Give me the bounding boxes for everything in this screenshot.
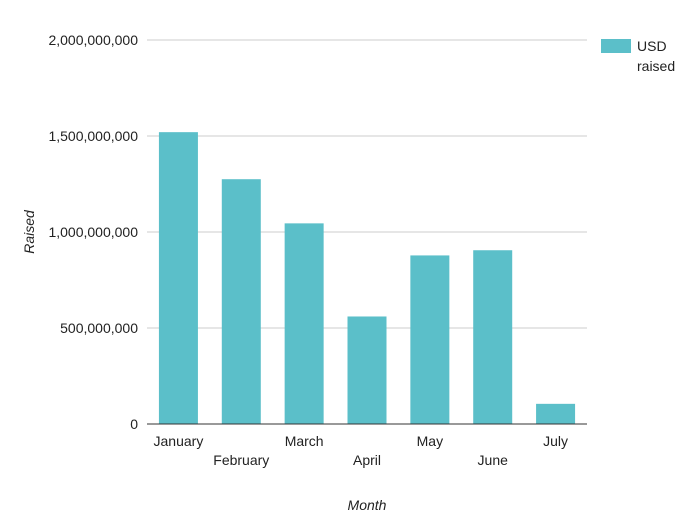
bar-may [410,255,450,424]
bars [158,132,576,424]
y-tick-label: 500,000,000 [60,320,138,336]
x-tick-label: May [417,433,443,449]
y-axis-title: Raised [21,209,37,254]
bar-january [158,132,198,424]
gridlines [147,39,587,329]
legend-label-line-2: raised [637,58,675,74]
bar-april [347,316,387,424]
x-tick-label: March [285,433,324,449]
bar-july [536,403,576,424]
legend-label-line-1: USD [637,38,667,54]
legend-swatch [601,39,631,53]
bar-march [284,223,324,424]
x-axis-title: Month [348,497,387,513]
x-tick-label: June [478,452,509,468]
x-tick-label: July [543,433,568,449]
y-tick-label: 1,000,000,000 [48,224,138,240]
y-tick-label: 1,500,000,000 [48,128,138,144]
x-tick-label: February [213,452,269,468]
bar-february [221,179,261,424]
y-tick-label: 0 [130,416,138,432]
x-tick-label: January [154,433,204,449]
y-axis-ticks: 0 500,000,000 1,000,000,000 1,500,000,000 2,… [48,32,138,432]
x-tick-label: April [353,452,381,468]
legend: USD raised [601,38,675,74]
x-axis-ticks: January February March April May June July [154,433,569,468]
y-tick-label: 2,000,000,000 [48,32,138,48]
bar-june [473,250,513,424]
